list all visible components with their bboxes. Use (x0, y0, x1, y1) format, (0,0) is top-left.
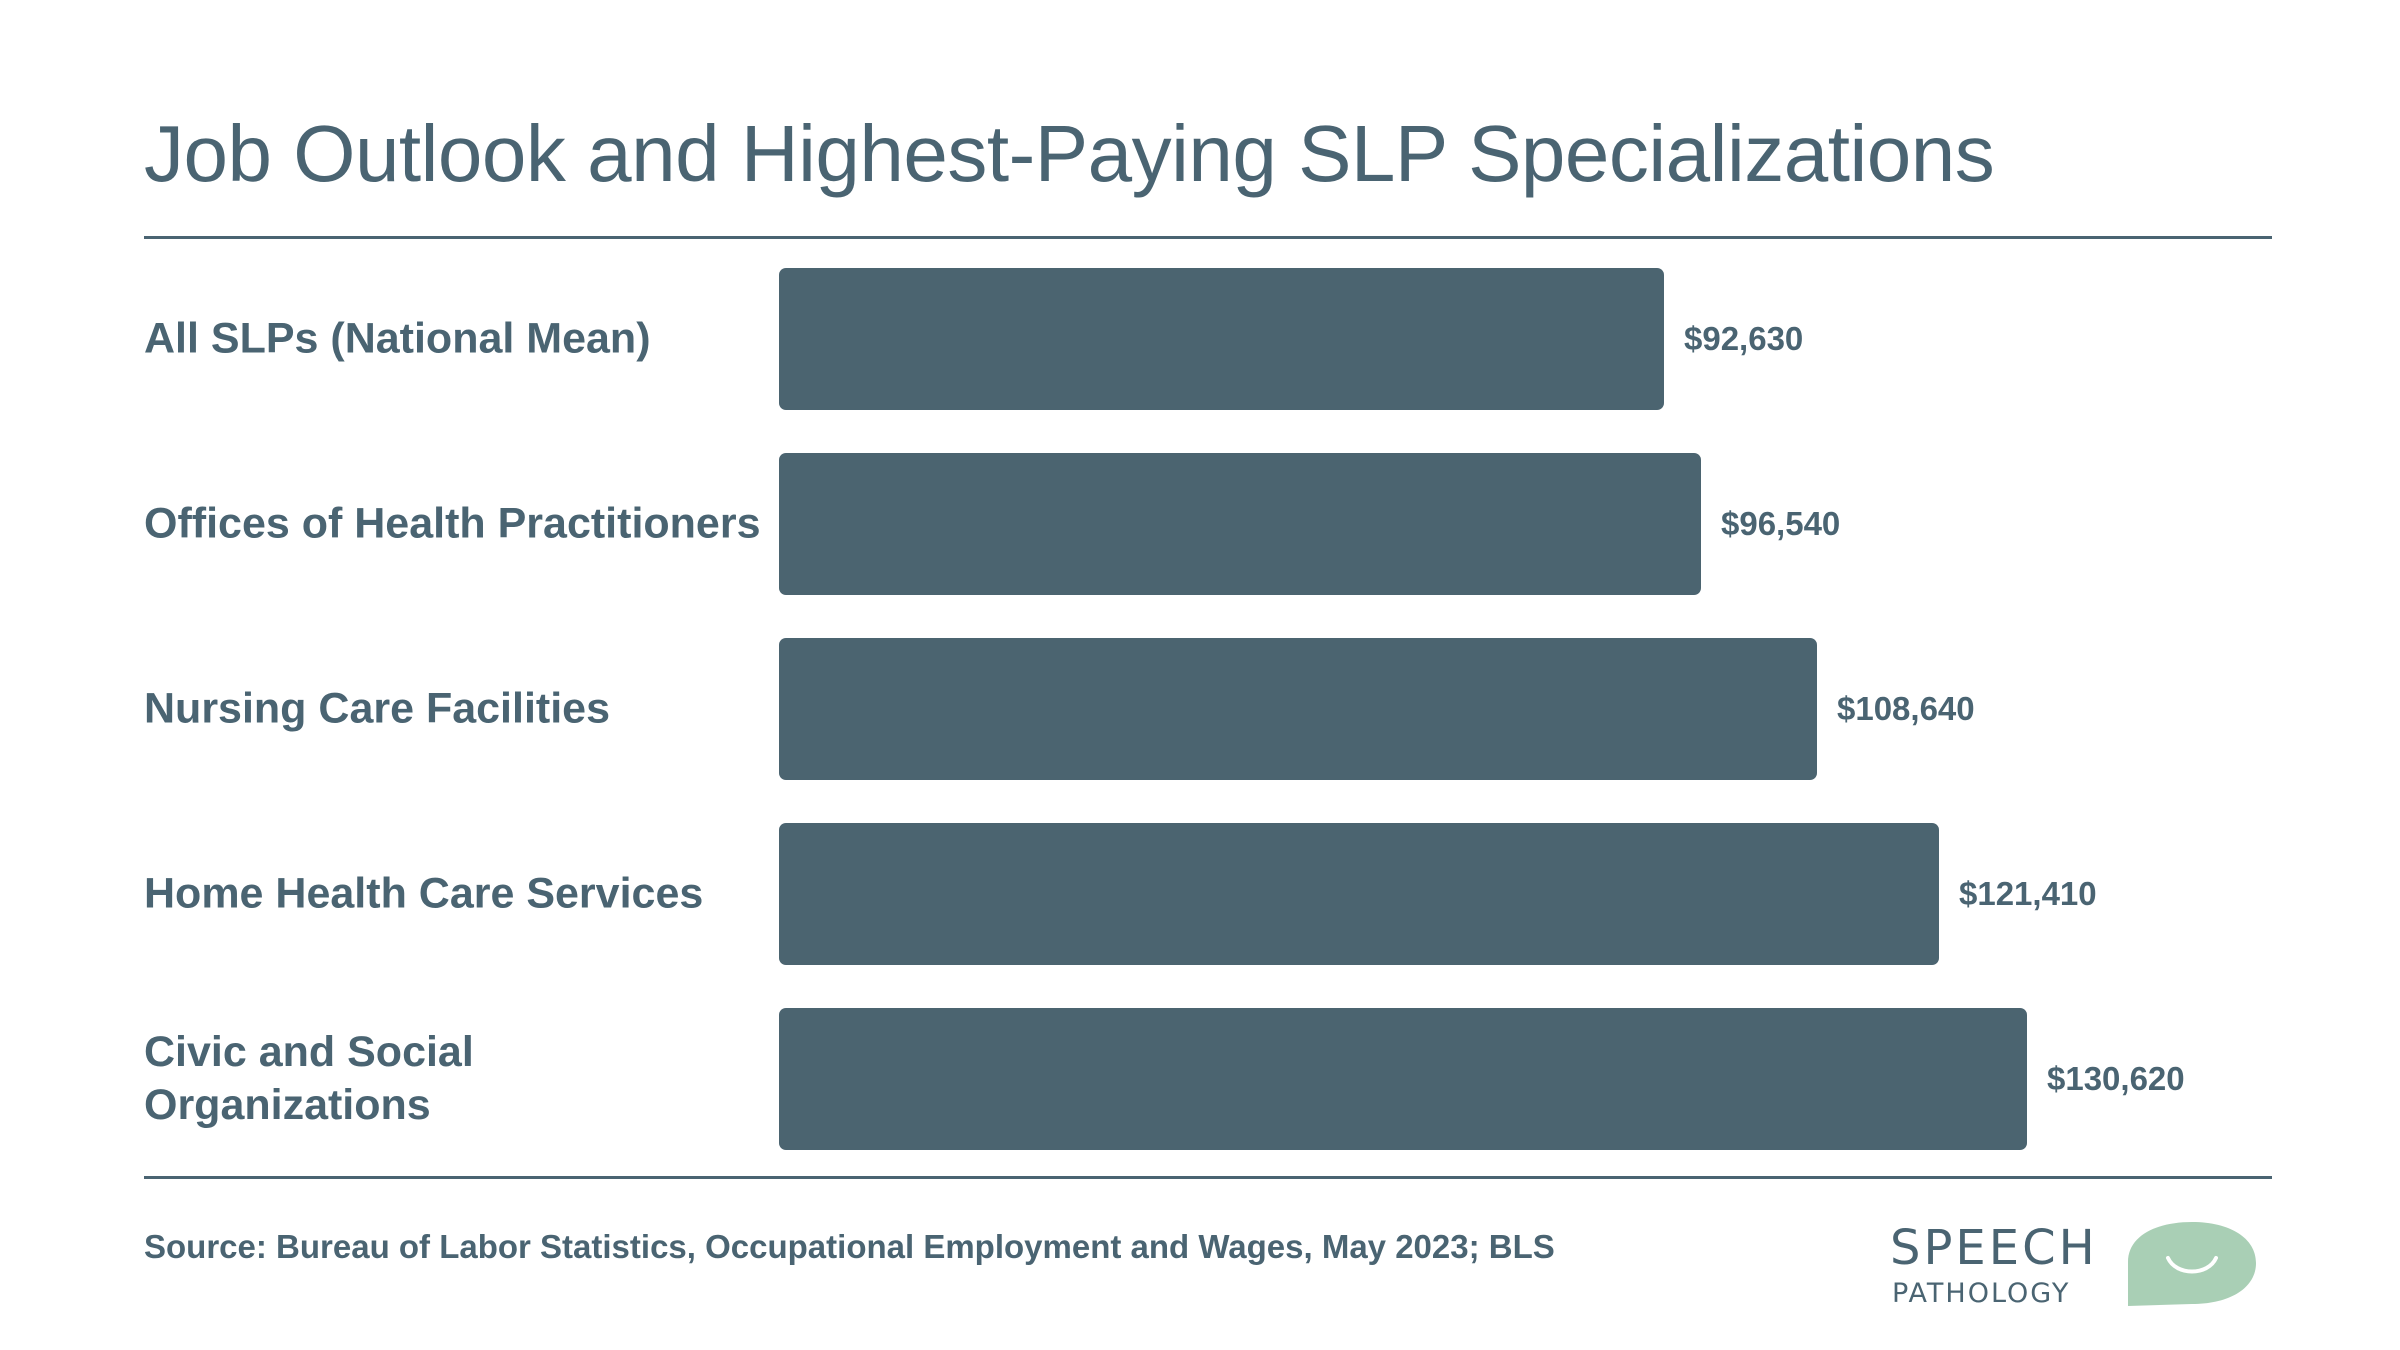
bar (779, 268, 1664, 410)
bar-value-label: $130,620 (2047, 1060, 2185, 1097)
category-label: All SLPs (National Mean) (144, 314, 651, 363)
category-label: Civic and Social Organizations (144, 1028, 474, 1129)
bar-value-label: $108,640 (1837, 690, 1975, 727)
bar (779, 453, 1701, 595)
chart-title: Job Outlook and Highest-Paying SLP Speci… (144, 109, 1995, 198)
bar-value-label: $121,410 (1959, 875, 2097, 912)
bar (779, 1008, 2027, 1150)
category-label: Offices of Health Practitioners (144, 499, 761, 548)
bottom-divider (144, 1176, 2272, 1179)
bar (779, 638, 1817, 780)
speech-pathology-logo: SPEECH PATHOLOGY (1890, 1218, 2260, 1310)
logo-text-line1: SPEECH (1890, 1220, 2098, 1276)
bar-value-label: $96,540 (1721, 505, 1841, 542)
bar (779, 823, 1939, 965)
speech-bubble-smile-icon (2128, 1222, 2256, 1306)
top-divider (144, 236, 2272, 239)
category-label: Nursing Care Facilities (144, 684, 610, 733)
source-note: Source: Bureau of Labor Statistics, Occu… (144, 1228, 1555, 1265)
category-label: Home Health Care Services (144, 869, 704, 918)
bar-value-label: $92,630 (1684, 320, 1804, 357)
logo-text-line2: PATHOLOGY (1892, 1278, 2071, 1309)
